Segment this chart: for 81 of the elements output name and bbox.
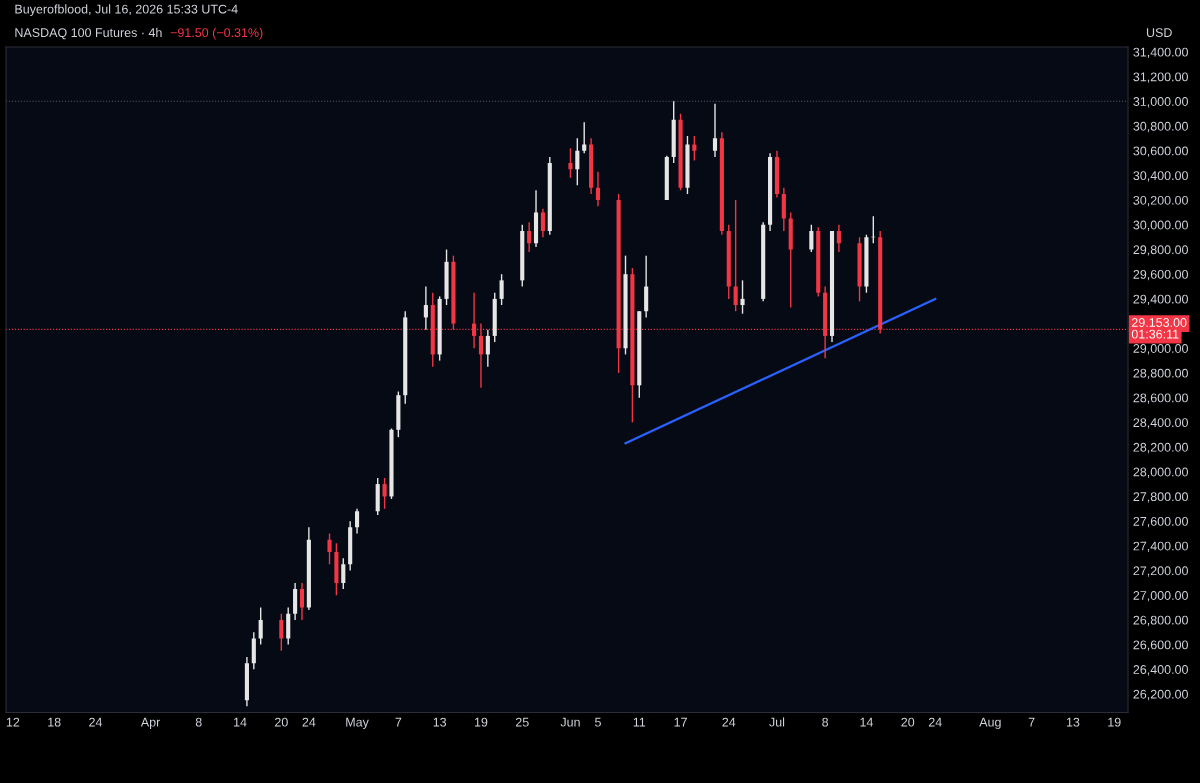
x-tick-label: 14 xyxy=(234,717,247,727)
x-tick-label: 19 xyxy=(1108,717,1121,727)
x-tick-label: May xyxy=(346,717,369,730)
candlestick xyxy=(279,613,284,652)
text: 01:36:11 xyxy=(1131,329,1179,339)
x-tick-label: 18 xyxy=(48,717,61,727)
candlestick xyxy=(527,221,532,253)
y-tick-label: 27,200.00 xyxy=(1133,566,1188,577)
y-tick-label: 29,800.00 xyxy=(1133,245,1188,256)
x-tick-label: 13 xyxy=(433,717,447,727)
candlestick xyxy=(595,170,601,207)
ref-line-label: 29,153.00 xyxy=(1131,318,1187,329)
candlestick xyxy=(341,557,346,590)
x-tick-label: Jun xyxy=(560,717,580,727)
candlestick xyxy=(733,199,738,312)
y-tick-label: 27,800.00 xyxy=(1133,492,1188,503)
x-tick-label: 7 xyxy=(1028,717,1035,727)
candlestick xyxy=(485,329,490,368)
x-tick-label: 13 xyxy=(1066,717,1080,727)
x-tick-label: 8 xyxy=(822,717,829,727)
candlestick xyxy=(740,279,745,315)
y-tick-label: 31,200.00 xyxy=(1133,72,1188,83)
candlestick xyxy=(354,508,360,535)
y-tick-label: 31,400.00 xyxy=(1133,47,1188,59)
x-tick-label: Apr xyxy=(140,717,161,730)
x-tick-label: 8 xyxy=(195,717,202,727)
candlestick xyxy=(423,285,428,331)
y-tick-label: 26,400.00 xyxy=(1133,665,1188,676)
x-tick-label: 24 xyxy=(302,717,316,727)
y-tick-label: 28,600.00 xyxy=(1133,393,1188,404)
y-tick-label: 27,600.00 xyxy=(1133,516,1188,528)
y-tick-label: 26,200.00 xyxy=(1133,689,1188,701)
x-tick-label: 14 xyxy=(860,717,874,727)
candlestick xyxy=(299,582,305,621)
y-tick-label: 28,800.00 xyxy=(1133,368,1188,380)
candlestick xyxy=(258,606,263,646)
y-tick-label: 30,400.00 xyxy=(1133,171,1188,182)
y-tick-label: 29,600.00 xyxy=(1133,269,1188,281)
x-tick-label: 24 xyxy=(722,717,736,727)
candlestick xyxy=(382,477,387,510)
chart-subtitle: Buyerofblood, Jul 16, 2026 15:33 UTC-4 xyxy=(15,4,238,17)
y-tick-label: 27,000.00 xyxy=(1133,591,1188,602)
y-tick-label: 28,400.00 xyxy=(1133,418,1188,429)
y-tick-label: 31,000.00 xyxy=(1133,97,1188,108)
candlestick xyxy=(499,273,504,306)
x-tick-label: 20 xyxy=(275,717,288,727)
x-tick-label: Jul xyxy=(769,717,785,727)
x-tick-label: 24 xyxy=(928,717,942,727)
text: USD xyxy=(1146,28,1172,38)
y-tick-label: 30,000.00 xyxy=(1133,220,1188,231)
x-tick-label: 7 xyxy=(395,717,402,727)
candlestick xyxy=(582,121,587,154)
y-tick-label: 28,200.00 xyxy=(1133,442,1188,454)
x-tick-label: 25 xyxy=(515,717,529,727)
x-tick-label: 11 xyxy=(633,717,646,727)
y-tick-label: 26,600.00 xyxy=(1133,640,1188,651)
candlestick xyxy=(692,135,697,162)
y-tick-label: 30,200.00 xyxy=(1133,195,1188,207)
x-tick-label: 5 xyxy=(595,717,601,727)
y-tick-label: 28,000.00 xyxy=(1133,467,1188,478)
text: −91.50 (−0.31%) xyxy=(170,27,263,40)
y-tick-label: 29,400.00 xyxy=(1133,294,1188,306)
candlestick xyxy=(712,103,718,158)
x-tick-label: 19 xyxy=(474,717,488,727)
y-tick-label: 30,600.00 xyxy=(1133,146,1188,157)
x-tick-label: 24 xyxy=(89,717,103,727)
x-tick-label: Aug xyxy=(979,717,1001,730)
candlestick xyxy=(575,137,580,186)
candlestick xyxy=(540,208,545,238)
y-tick-label: 26,800.00 xyxy=(1133,615,1188,627)
x-tick-label: 12 xyxy=(6,717,20,727)
candlestick xyxy=(809,224,814,253)
candlestick xyxy=(327,532,332,566)
candlestick xyxy=(568,147,573,179)
y-tick-label: 27,400.00 xyxy=(1133,541,1188,552)
y-tick-label: 30,800.00 xyxy=(1133,121,1188,133)
x-tick-label: 20 xyxy=(901,717,915,727)
chart-title: NASDAQ 100 Futures · 4h xyxy=(15,27,162,40)
x-tick-label: 17 xyxy=(674,717,687,727)
candlestick xyxy=(836,224,841,253)
y-tick-label: 29,000.00 xyxy=(1133,344,1188,355)
